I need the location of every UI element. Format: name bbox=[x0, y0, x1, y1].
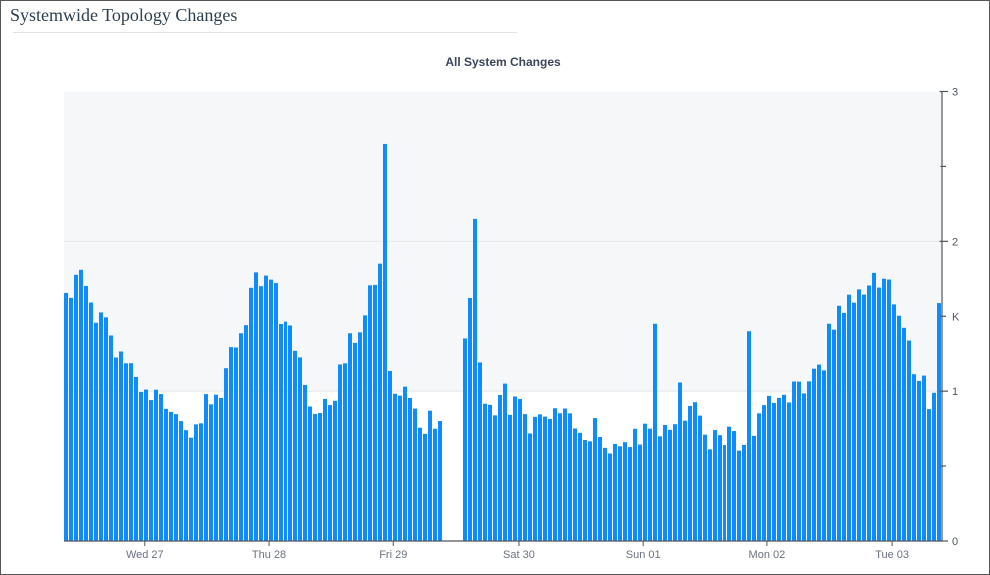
svg-text:K: K bbox=[952, 311, 960, 323]
svg-text:Mon 02: Mon 02 bbox=[749, 549, 786, 558]
svg-text:Sat 30: Sat 30 bbox=[503, 549, 535, 558]
svg-text:Thu 28: Thu 28 bbox=[252, 549, 286, 558]
svg-text:Wed 27: Wed 27 bbox=[126, 549, 164, 558]
svg-text:1: 1 bbox=[952, 386, 958, 398]
svg-text:0: 0 bbox=[952, 536, 958, 548]
svg-text:3: 3 bbox=[952, 88, 958, 99]
svg-text:2: 2 bbox=[952, 236, 958, 248]
svg-text:Fri 29: Fri 29 bbox=[379, 549, 407, 558]
svg-text:Sun 01: Sun 01 bbox=[626, 549, 661, 558]
svg-text:Tue 03: Tue 03 bbox=[875, 549, 909, 558]
